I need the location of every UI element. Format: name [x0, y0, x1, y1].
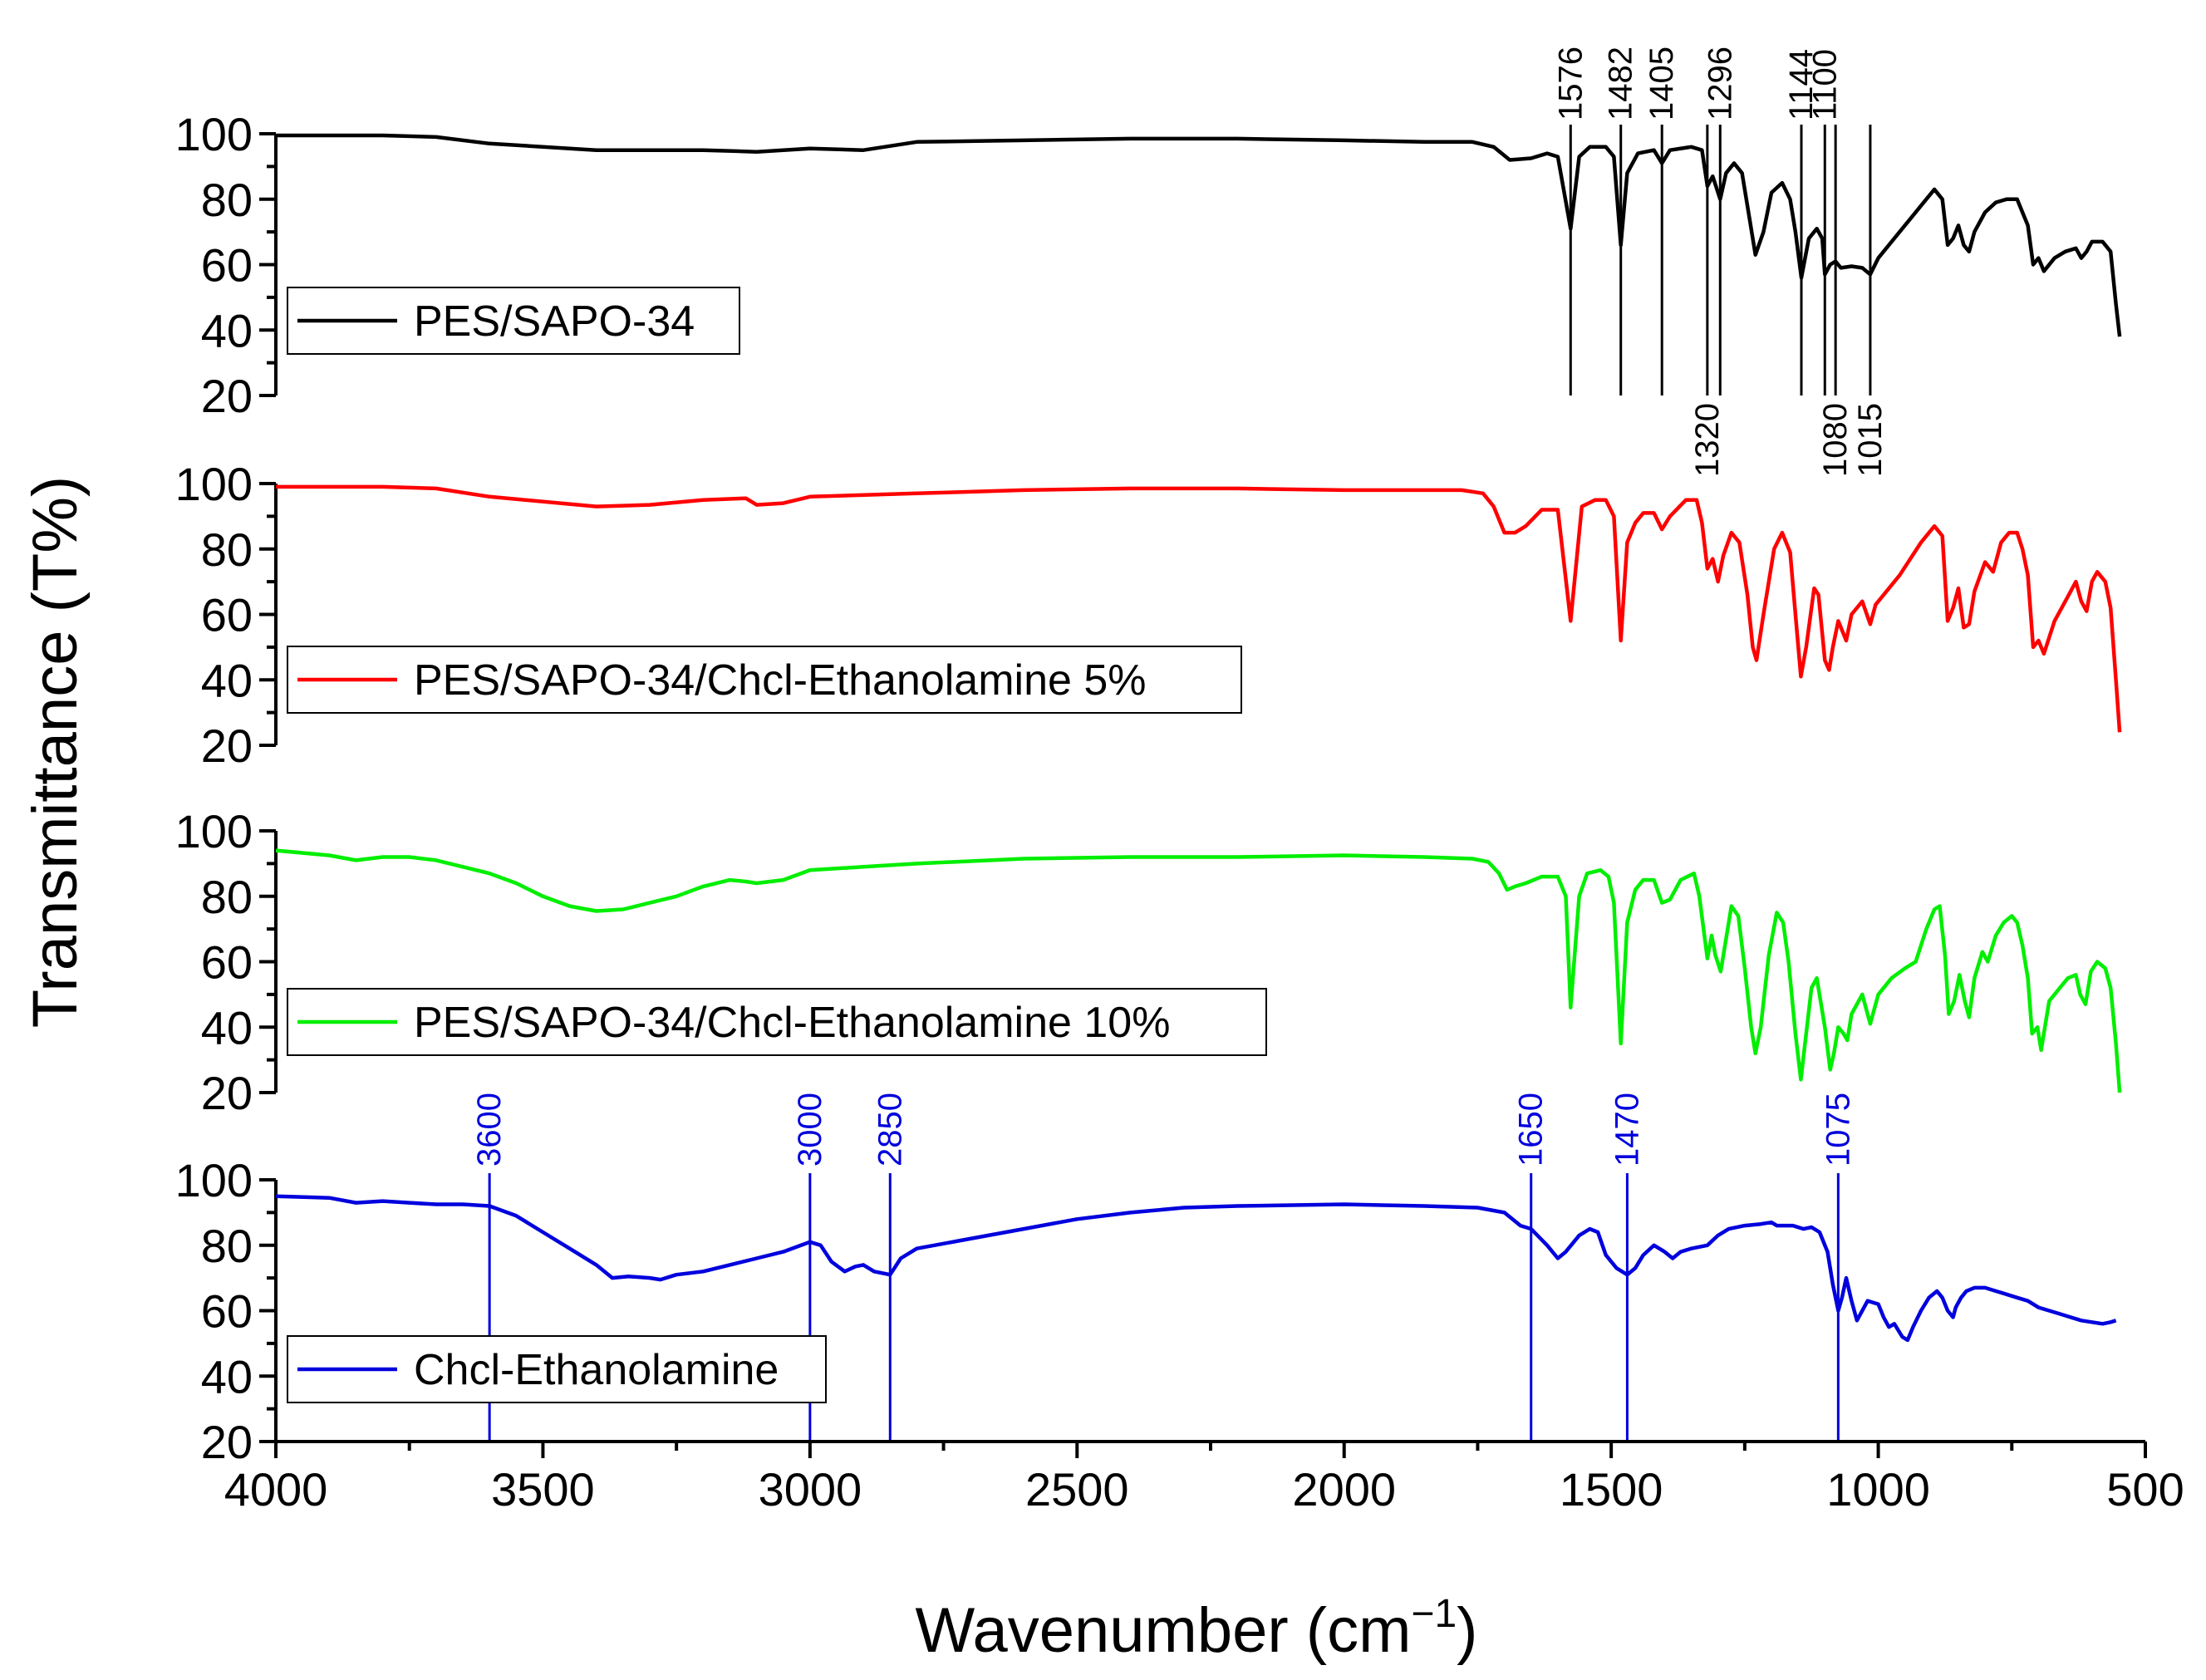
legend: PES/SAPO-34/Chcl-Ethanolamine 10%	[287, 988, 1267, 1056]
y-tick-label: 100	[175, 458, 253, 510]
x-tick-label: 2000	[1292, 1463, 1396, 1515]
annotation-label: 1470	[1609, 1093, 1645, 1167]
annotation-label: 3000	[792, 1093, 828, 1167]
annotation-label: 1296	[1702, 47, 1738, 120]
series-line	[275, 1194, 2117, 1343]
y-tick-label: 40	[201, 654, 253, 706]
y-tick-label: 80	[201, 871, 253, 923]
legend-label: PES/SAPO-34	[414, 297, 695, 346]
annotation-label: 1405	[1643, 47, 1680, 120]
y-axis-title: Transmittance (T%)	[20, 476, 91, 1028]
y-tick-label: 80	[201, 1220, 253, 1272]
y-tick-label: 60	[201, 936, 253, 989]
legend-label: PES/SAPO-34/Chcl-Ethanolamine 10%	[414, 999, 1170, 1047]
annotation-label: 1144	[1783, 49, 1820, 120]
annotation-label: 3600	[471, 1093, 508, 1167]
y-tick-label: 60	[201, 239, 253, 292]
annotation-label: 1080	[1817, 403, 1854, 477]
x-tick-label: 3000	[759, 1463, 862, 1515]
x-tick-label: 1000	[1826, 1463, 1930, 1515]
x-axis-title: Wavenumber (cm−1)	[916, 1592, 1478, 1666]
legend-box	[287, 646, 1242, 714]
y-tick-label: 80	[201, 523, 253, 576]
legend: PES/SAPO-34/Chcl-Ethanolamine 5%	[287, 646, 1242, 714]
annotation-label: 1576	[1552, 47, 1589, 120]
annotation-label: 1100	[1806, 49, 1843, 120]
panel-4: 20 40 60 80 100 3600 3000 2850 1650 1470 1075 Chcl-…	[175, 1093, 2117, 1468]
y-tick-label: 40	[201, 1001, 253, 1054]
y-tick-label: 60	[201, 1285, 253, 1338]
x-tick-label: 500	[2106, 1463, 2184, 1515]
legend: PES/SAPO-34	[287, 287, 740, 355]
legend: Chcl-Ethanolamine	[287, 1335, 827, 1403]
series-line	[275, 848, 2122, 1093]
x-tick-label: 2500	[1025, 1463, 1129, 1515]
y-tick-label: 60	[201, 589, 253, 641]
annotation-label: 1075	[1820, 1093, 1856, 1167]
annotation-label: 1650	[1513, 1093, 1550, 1167]
series-line	[276, 484, 2122, 733]
x-tick-label: 1500	[1560, 1463, 1663, 1515]
panel-3: 20 40 60 80 100 PES/SAPO-34/Chcl-Ethanolamine…	[175, 805, 2122, 1119]
y-tick-label: 20	[201, 1416, 253, 1468]
panel-2: 20 40 60 80 100 PES/SAPO-34/Chcl-Ethanolamine…	[175, 458, 2122, 772]
y-tick-label: 20	[201, 1067, 253, 1119]
annotation-label: 2850	[872, 1093, 908, 1167]
y-tick-label: 100	[175, 108, 253, 160]
legend-label: Chcl-Ethanolamine	[414, 1346, 779, 1394]
y-tick-label: 80	[201, 174, 253, 226]
y-tick-label: 40	[201, 1350, 253, 1402]
legend-label: PES/SAPO-34/Chcl-Ethanolamine 5%	[414, 656, 1147, 705]
annotation-label: 1015	[1852, 403, 1889, 477]
x-tick-label: 4000	[224, 1463, 328, 1515]
x-axis: 4000 3500 3000 2500 2000 1500 1000 500	[224, 1440, 2184, 1515]
y-tick-label: 20	[201, 720, 253, 772]
legend-box	[287, 988, 1267, 1056]
annotation-label: 1482	[1603, 47, 1639, 120]
y-tick-label: 20	[201, 370, 253, 422]
series-line	[276, 133, 2122, 337]
annotation-label: 1320	[1689, 403, 1726, 477]
y-tick-label: 100	[175, 1154, 253, 1206]
y-tick-label: 40	[201, 304, 253, 356]
y-tick-label: 100	[175, 805, 253, 857]
x-tick-label: 3500	[491, 1463, 595, 1515]
